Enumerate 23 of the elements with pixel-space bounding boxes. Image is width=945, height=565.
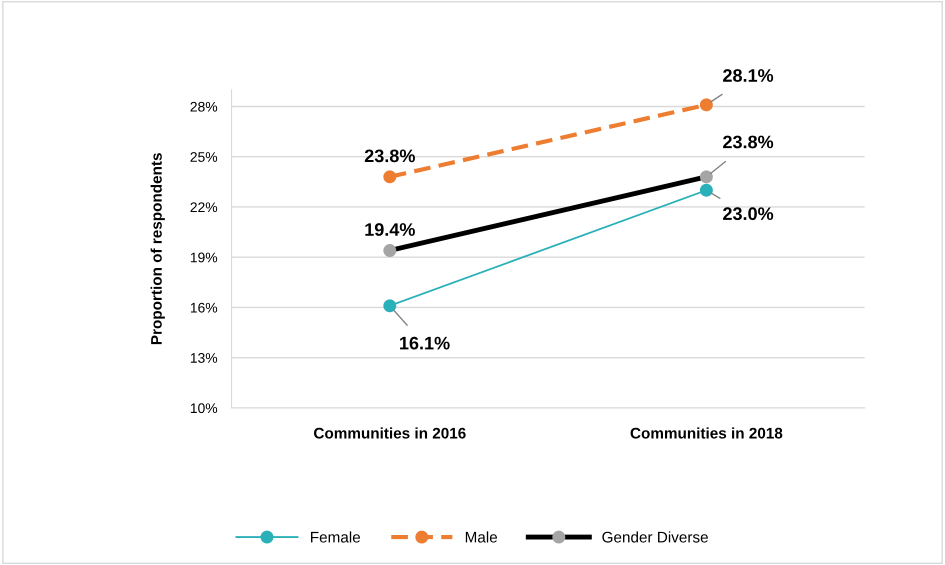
y-tick-label: 28% bbox=[190, 102, 218, 112]
x-tick-label: Communities in 2018 bbox=[630, 427, 782, 439]
point bbox=[700, 184, 713, 197]
legend-label: Gender Diverse bbox=[602, 531, 708, 543]
y-axis-title: Proportion of respondents bbox=[150, 153, 165, 344]
y-tick-label: 19% bbox=[190, 252, 218, 262]
x-tick-label: Communities in 2016 bbox=[314, 427, 466, 439]
y-tick-label: 10% bbox=[190, 403, 218, 414]
point bbox=[383, 299, 396, 312]
legend-label: Male bbox=[466, 531, 498, 543]
data-label: 28.1% bbox=[723, 69, 774, 82]
y-tick-label: 16% bbox=[190, 302, 218, 313]
data-label: 23.0% bbox=[723, 207, 774, 220]
data-label: 19.4% bbox=[365, 223, 415, 236]
data-label: 23.8% bbox=[723, 136, 774, 148]
point bbox=[383, 170, 396, 184]
point bbox=[700, 98, 713, 112]
data-label: 23.8% bbox=[364, 149, 415, 162]
y-tick-label: 22% bbox=[190, 202, 218, 212]
data-label: 16.1% bbox=[400, 336, 450, 350]
y-tick-label: 25% bbox=[190, 152, 218, 162]
y-tick-label: 13% bbox=[190, 353, 218, 363]
legend-label: Female bbox=[311, 531, 360, 543]
